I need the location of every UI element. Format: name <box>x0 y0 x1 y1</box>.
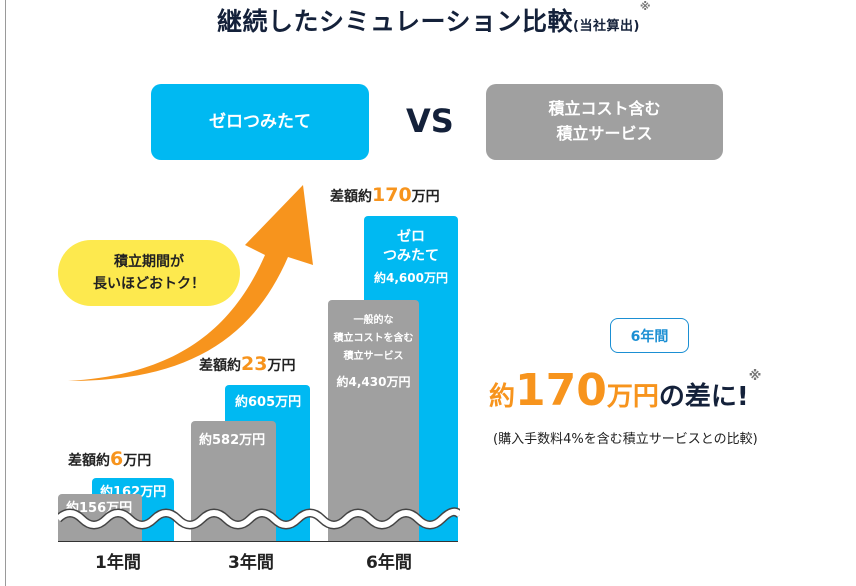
vs-label: VS <box>406 102 454 140</box>
diff-amount-6y: 170 <box>372 184 412 206</box>
summary-headline: 約170万円の差に!※ <box>489 365 762 416</box>
summary-amount: 170 <box>515 365 607 416</box>
x-label-6y: 6年間 <box>366 553 412 573</box>
bar-name-other-6y-line1: 一般的な <box>353 315 394 326</box>
diff-amount-3y: 23 <box>241 353 268 375</box>
bar-name-zero-6y-line1: ゼロ <box>397 229 425 245</box>
period-badge: 6年間 <box>610 318 689 353</box>
zero-tsumitate-label: ゼロつみたて <box>209 111 311 132</box>
bar-value-zero-3y: 約605万円 <box>235 395 302 410</box>
bar-name-other-6y-line2: 積立コストを含む <box>333 333 414 344</box>
diff-label-6y: 差額約170万円 <box>330 184 440 206</box>
diff-label-3y: 差額約23万円 <box>199 353 296 375</box>
diff-label-1y: 差額約6万円 <box>68 448 152 470</box>
summary-note-mark: ※ <box>748 369 762 384</box>
x-axis-line <box>58 541 458 542</box>
page-title: 継続したシミュレーション比較(当社算出) ※ <box>217 0 652 38</box>
title-main: 継続したシミュレーション比較 <box>217 7 574 36</box>
other-service-label-line2: 積立サービス <box>556 124 653 143</box>
bar-value-other-6y: 約4,430万円 <box>336 375 411 389</box>
x-label-3y: 3年間 <box>228 553 274 573</box>
longer-term-callout: 積立期間が 長いほどおトク！ <box>58 240 240 306</box>
other-service-label-box: 積立コスト含む 積立サービス <box>486 84 723 160</box>
page-border <box>5 0 6 586</box>
callout-line2: 長いほどおトク！ <box>93 276 205 292</box>
summary-note: (購入手数料4%を含む積立サービスとの比較) <box>493 432 758 447</box>
bar-name-other-6y-line3: 積立サービス <box>343 351 404 362</box>
diff-amount-1y: 6 <box>110 448 124 470</box>
bar-other-6y: 一般的な 積立コストを含む 積立サービス 約4,430万円 <box>328 300 419 541</box>
zero-tsumitate-label-box: ゼロつみたて <box>151 84 369 160</box>
axis-break-wave-icon <box>58 507 460 530</box>
callout-line1: 積立期間が <box>114 253 184 270</box>
bar-value-other-3y: 約582万円 <box>199 433 266 448</box>
other-service-label-line1: 積立コスト含む <box>548 99 661 119</box>
bar-name-zero-6y-line2: つみたて <box>383 247 439 264</box>
title-sub: (当社算出) <box>573 19 640 34</box>
growth-arrow-icon <box>68 185 313 381</box>
title-note-mark: ※ <box>639 0 652 13</box>
bar-value-zero-6y: 約4,600万円 <box>374 270 448 285</box>
x-label-1y: 1年間 <box>95 553 141 573</box>
